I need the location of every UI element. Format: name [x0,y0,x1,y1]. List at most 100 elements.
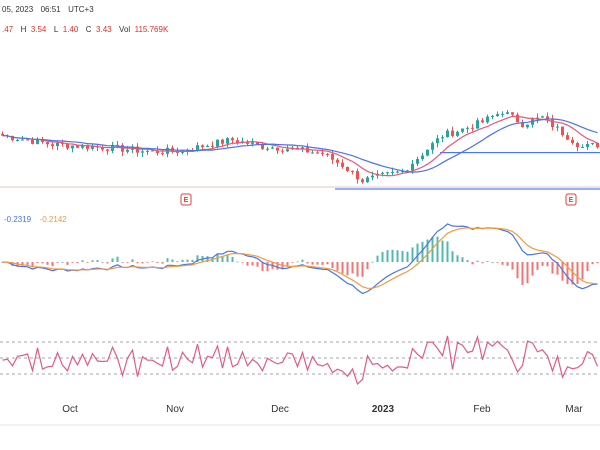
macd-histogram-bar [51,262,54,267]
candle-body [546,116,549,119]
candle-body [176,151,179,153]
macd-histogram-bar [541,262,544,266]
macd-histogram-bar [321,262,324,265]
candle-body [446,130,449,138]
macd-histogram-bar [191,259,194,262]
macd-histogram-bar [566,262,569,285]
candle-body [576,143,579,148]
macd-histogram-bar [296,261,299,263]
macd-histogram-bar [246,262,249,266]
macd-histogram-bar [341,262,344,274]
macd-histogram-bar [536,262,539,270]
candle-body [496,114,499,116]
macd-histogram-bar [81,260,84,262]
macd-histogram-bar [206,256,209,262]
macd-histogram-bar [451,251,454,262]
candle-body [406,170,409,172]
candle-body [411,163,414,171]
header-date: 05, 2023 [2,5,34,14]
candle-body [521,122,524,128]
macd-histogram-bar [106,262,109,264]
macd-histogram-bar [596,262,599,264]
macd-histogram-bar [136,262,139,264]
macd-histogram-bar [406,251,409,262]
candle-body [466,127,469,129]
high-value: 3.54 [31,25,47,34]
candle-body [231,138,234,141]
macd-histogram-bar [131,259,134,262]
macd-histogram-bar [26,262,29,265]
candle-body [541,116,544,118]
candle-body [421,155,424,160]
candle-body [416,159,419,164]
candle-body [451,130,454,136]
ma-slow-line [2,118,598,173]
macd-histogram-bar [256,262,259,267]
macd-histogram-bar [521,262,524,285]
candle-body [341,162,344,167]
candle-body [51,144,54,147]
candle-body [441,137,444,139]
candle-body [86,144,89,149]
macd-histogram-bar [121,262,124,263]
candle-body [531,119,534,125]
candle-body [206,145,209,148]
macd-histogram-bar [356,262,359,277]
rsi-pane [0,334,600,386]
macd-histogram-bar [426,239,429,262]
candle-body [301,147,304,149]
candle-body [436,138,439,144]
candle-body [156,150,159,154]
macd-histogram-bar [396,250,399,262]
candle-body [271,147,274,149]
macd-histogram-bar [181,259,184,262]
x-tick-label: 2023 [372,404,395,415]
macd-histogram-bar [156,262,159,263]
candle-body [281,150,284,152]
event-marker [565,193,577,206]
candle-body [76,145,79,148]
candle-body [586,143,589,147]
macd-histogram-bar [146,262,149,263]
candle-body [456,131,459,136]
macd-histogram-bar [496,262,499,263]
candle-body [331,153,334,160]
macd-histogram-bar [381,251,384,262]
candle-body [356,171,359,180]
macd-histogram-bar [386,250,389,262]
candle-body [211,145,214,147]
ohlc-line: .47 H 3.54 L 1.40 C 3.43 Vol 115.769K [2,19,169,36]
macd-histogram-bar [361,262,364,277]
candle-body [236,140,239,143]
macd-pane [1,223,599,295]
macd-histogram-bar [491,261,494,263]
macd-histogram-bar [456,255,459,262]
macd-histogram-bar [336,262,339,271]
macd-histogram-bar [76,262,79,264]
candle-body [16,140,19,142]
macd-histogram-bar [241,262,244,263]
candle-body [511,112,514,115]
candle-body [21,139,24,141]
macd-histogram-bar [461,257,464,262]
candle-body [566,135,569,140]
candle-body [371,175,374,178]
candle-body [471,127,474,129]
candle-body [221,139,224,144]
macd-histogram-bar [91,260,94,262]
event-marker [180,193,192,206]
candle-body [91,146,94,149]
macd-histogram-bar [446,241,449,262]
candle-body [46,142,49,145]
candle-body [431,143,434,150]
rsi-line [2,334,599,386]
macd-histogram-bar [11,262,14,266]
macd-histogram-bar [526,262,529,284]
macd-histogram-bar [116,256,119,262]
candle-body [396,171,399,173]
macd-histogram-bar [231,256,234,262]
macd-histogram-bar [571,262,574,285]
macd-histogram-bar [576,262,579,284]
macd-histogram-bar [481,262,484,264]
